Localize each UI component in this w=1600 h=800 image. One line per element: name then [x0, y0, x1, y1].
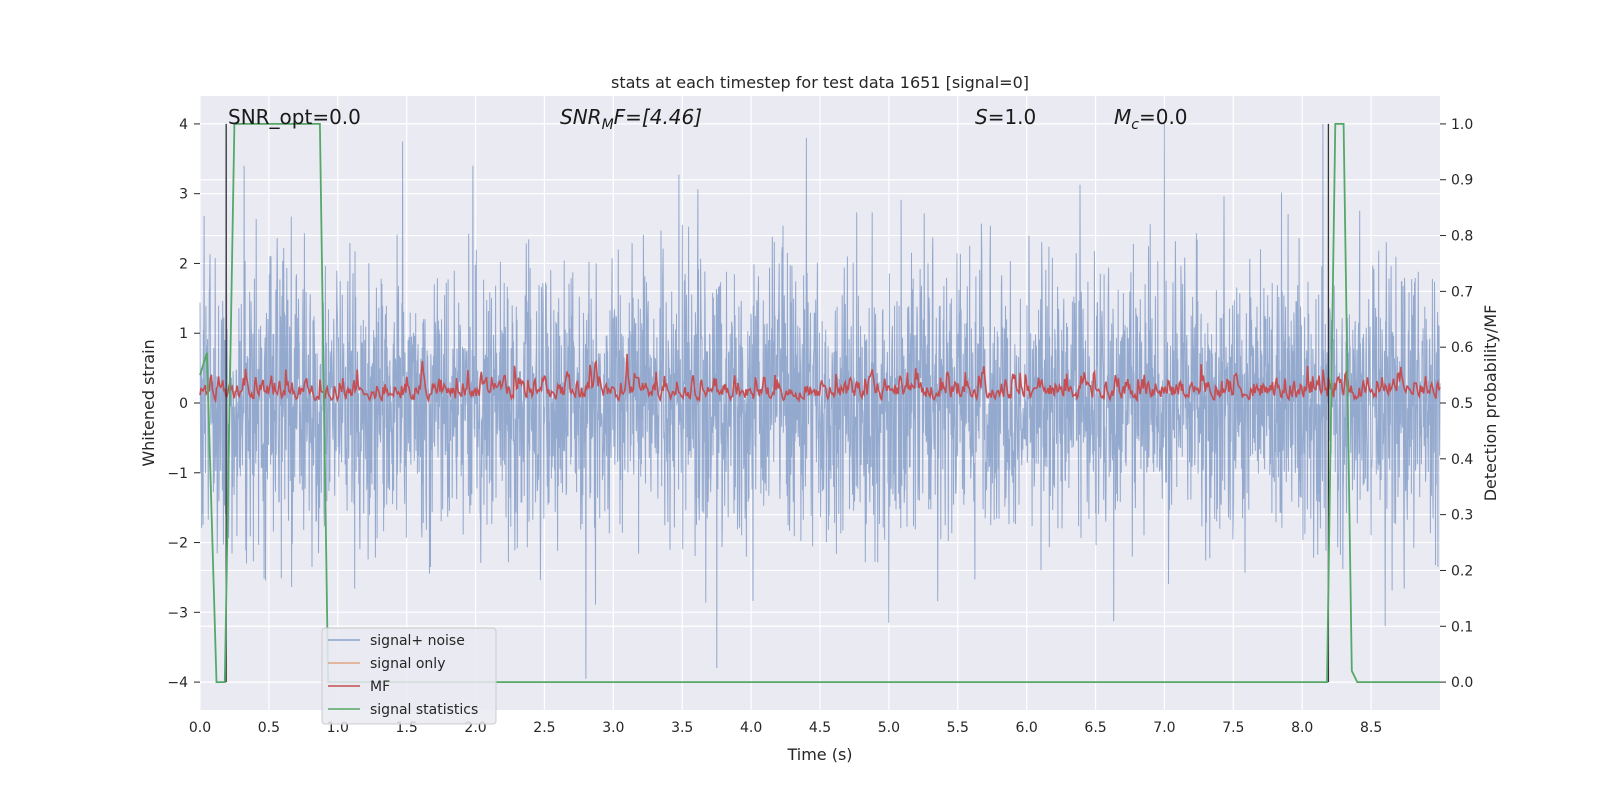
y-left-tick-label-2: −2 — [167, 536, 188, 552]
y-left-tick-label-0: −4 — [167, 675, 188, 691]
y-left-tick-label-5: 1 — [179, 326, 188, 342]
x-tick-label-5: 2.5 — [533, 720, 555, 736]
y-left-axis-label: Whitened strain — [139, 339, 158, 466]
y-left-tick-label-6: 2 — [179, 256, 188, 272]
x-tick-label-6: 3.0 — [602, 720, 624, 736]
x-tick-label-8: 4.0 — [740, 720, 762, 736]
series-signal-noise — [199, 123, 1441, 679]
x-tick-label-13: 6.5 — [1084, 720, 1106, 736]
y-left-tick-label-8: 4 — [179, 117, 188, 133]
x-tick-label-11: 5.5 — [947, 720, 969, 736]
y-right-tick-label-8: 0.8 — [1451, 229, 1473, 245]
y-right-axis-ticks: 0.0 0.1 0.2 0.3 0.4 0.5 0.6 0.7 0.8 0.9 1.0 — [1440, 117, 1473, 691]
y-left-tick-label-1: −3 — [167, 605, 188, 621]
annotation-mc: Mc=0.0 — [1114, 105, 1188, 133]
legend-label-signal-noise: signal+ noise — [370, 633, 465, 649]
series-mf-line — [199, 353, 1441, 404]
x-tick-label-15: 7.5 — [1222, 720, 1244, 736]
x-tick-label-17: 8.5 — [1360, 720, 1382, 736]
y-right-tick-label-10: 1.0 — [1451, 117, 1473, 133]
y-right-tick-label-4: 0.4 — [1451, 452, 1473, 468]
x-tick-label-0: 0.0 — [189, 720, 211, 736]
y-right-tick-label-2: 0.2 — [1451, 563, 1473, 579]
y-right-axis-label: Detection probability/MF — [1481, 305, 1500, 502]
y-right-tick-label-6: 0.6 — [1451, 340, 1473, 356]
y-left-tick-label-3: −1 — [167, 466, 188, 482]
legend-label-signal-statistics: signal statistics — [370, 702, 478, 718]
chart-title: stats at each timestep for test data 165… — [611, 73, 1029, 92]
y-right-tick-label-3: 0.3 — [1451, 508, 1473, 524]
y-left-tick-label-7: 3 — [179, 187, 188, 203]
x-tick-label-14: 7.0 — [1153, 720, 1175, 736]
x-tick-label-12: 6.0 — [1016, 720, 1038, 736]
x-axis-label: Time (s) — [786, 745, 852, 764]
y-left-tick-label-4: 0 — [179, 396, 188, 412]
legend-label-signal-only: signal only — [370, 656, 445, 672]
x-tick-label-7: 3.5 — [671, 720, 693, 736]
annotation-snr-opt: SNR_opt=0.0 — [228, 105, 361, 129]
annotation-s: S=1.0 — [975, 105, 1036, 129]
x-tick-label-10: 5.0 — [878, 720, 900, 736]
legend: signal+ noise signal only MF signal stat… — [321, 627, 497, 725]
y-right-tick-label-7: 0.7 — [1451, 284, 1473, 300]
x-tick-label-16: 8.0 — [1291, 720, 1313, 736]
series-mf — [199, 353, 1441, 404]
series-signal-noise-line — [199, 123, 1441, 679]
y-left-axis-ticks: −4 −3 −2 −1 0 1 2 3 4 — [167, 117, 200, 691]
y-right-tick-label-1: 0.1 — [1451, 619, 1473, 635]
y-right-tick-label-5: 0.5 — [1451, 396, 1473, 412]
legend-label-mf: MF — [370, 679, 390, 695]
x-tick-label-9: 4.5 — [809, 720, 831, 736]
y-right-tick-label-0: 0.0 — [1451, 675, 1473, 691]
x-tick-label-1: 0.5 — [258, 720, 280, 736]
legend-box — [321, 627, 497, 725]
y-right-tick-label-9: 0.9 — [1451, 173, 1473, 189]
annotation-snr-mf: SNRMF=[4.46] — [560, 105, 702, 133]
